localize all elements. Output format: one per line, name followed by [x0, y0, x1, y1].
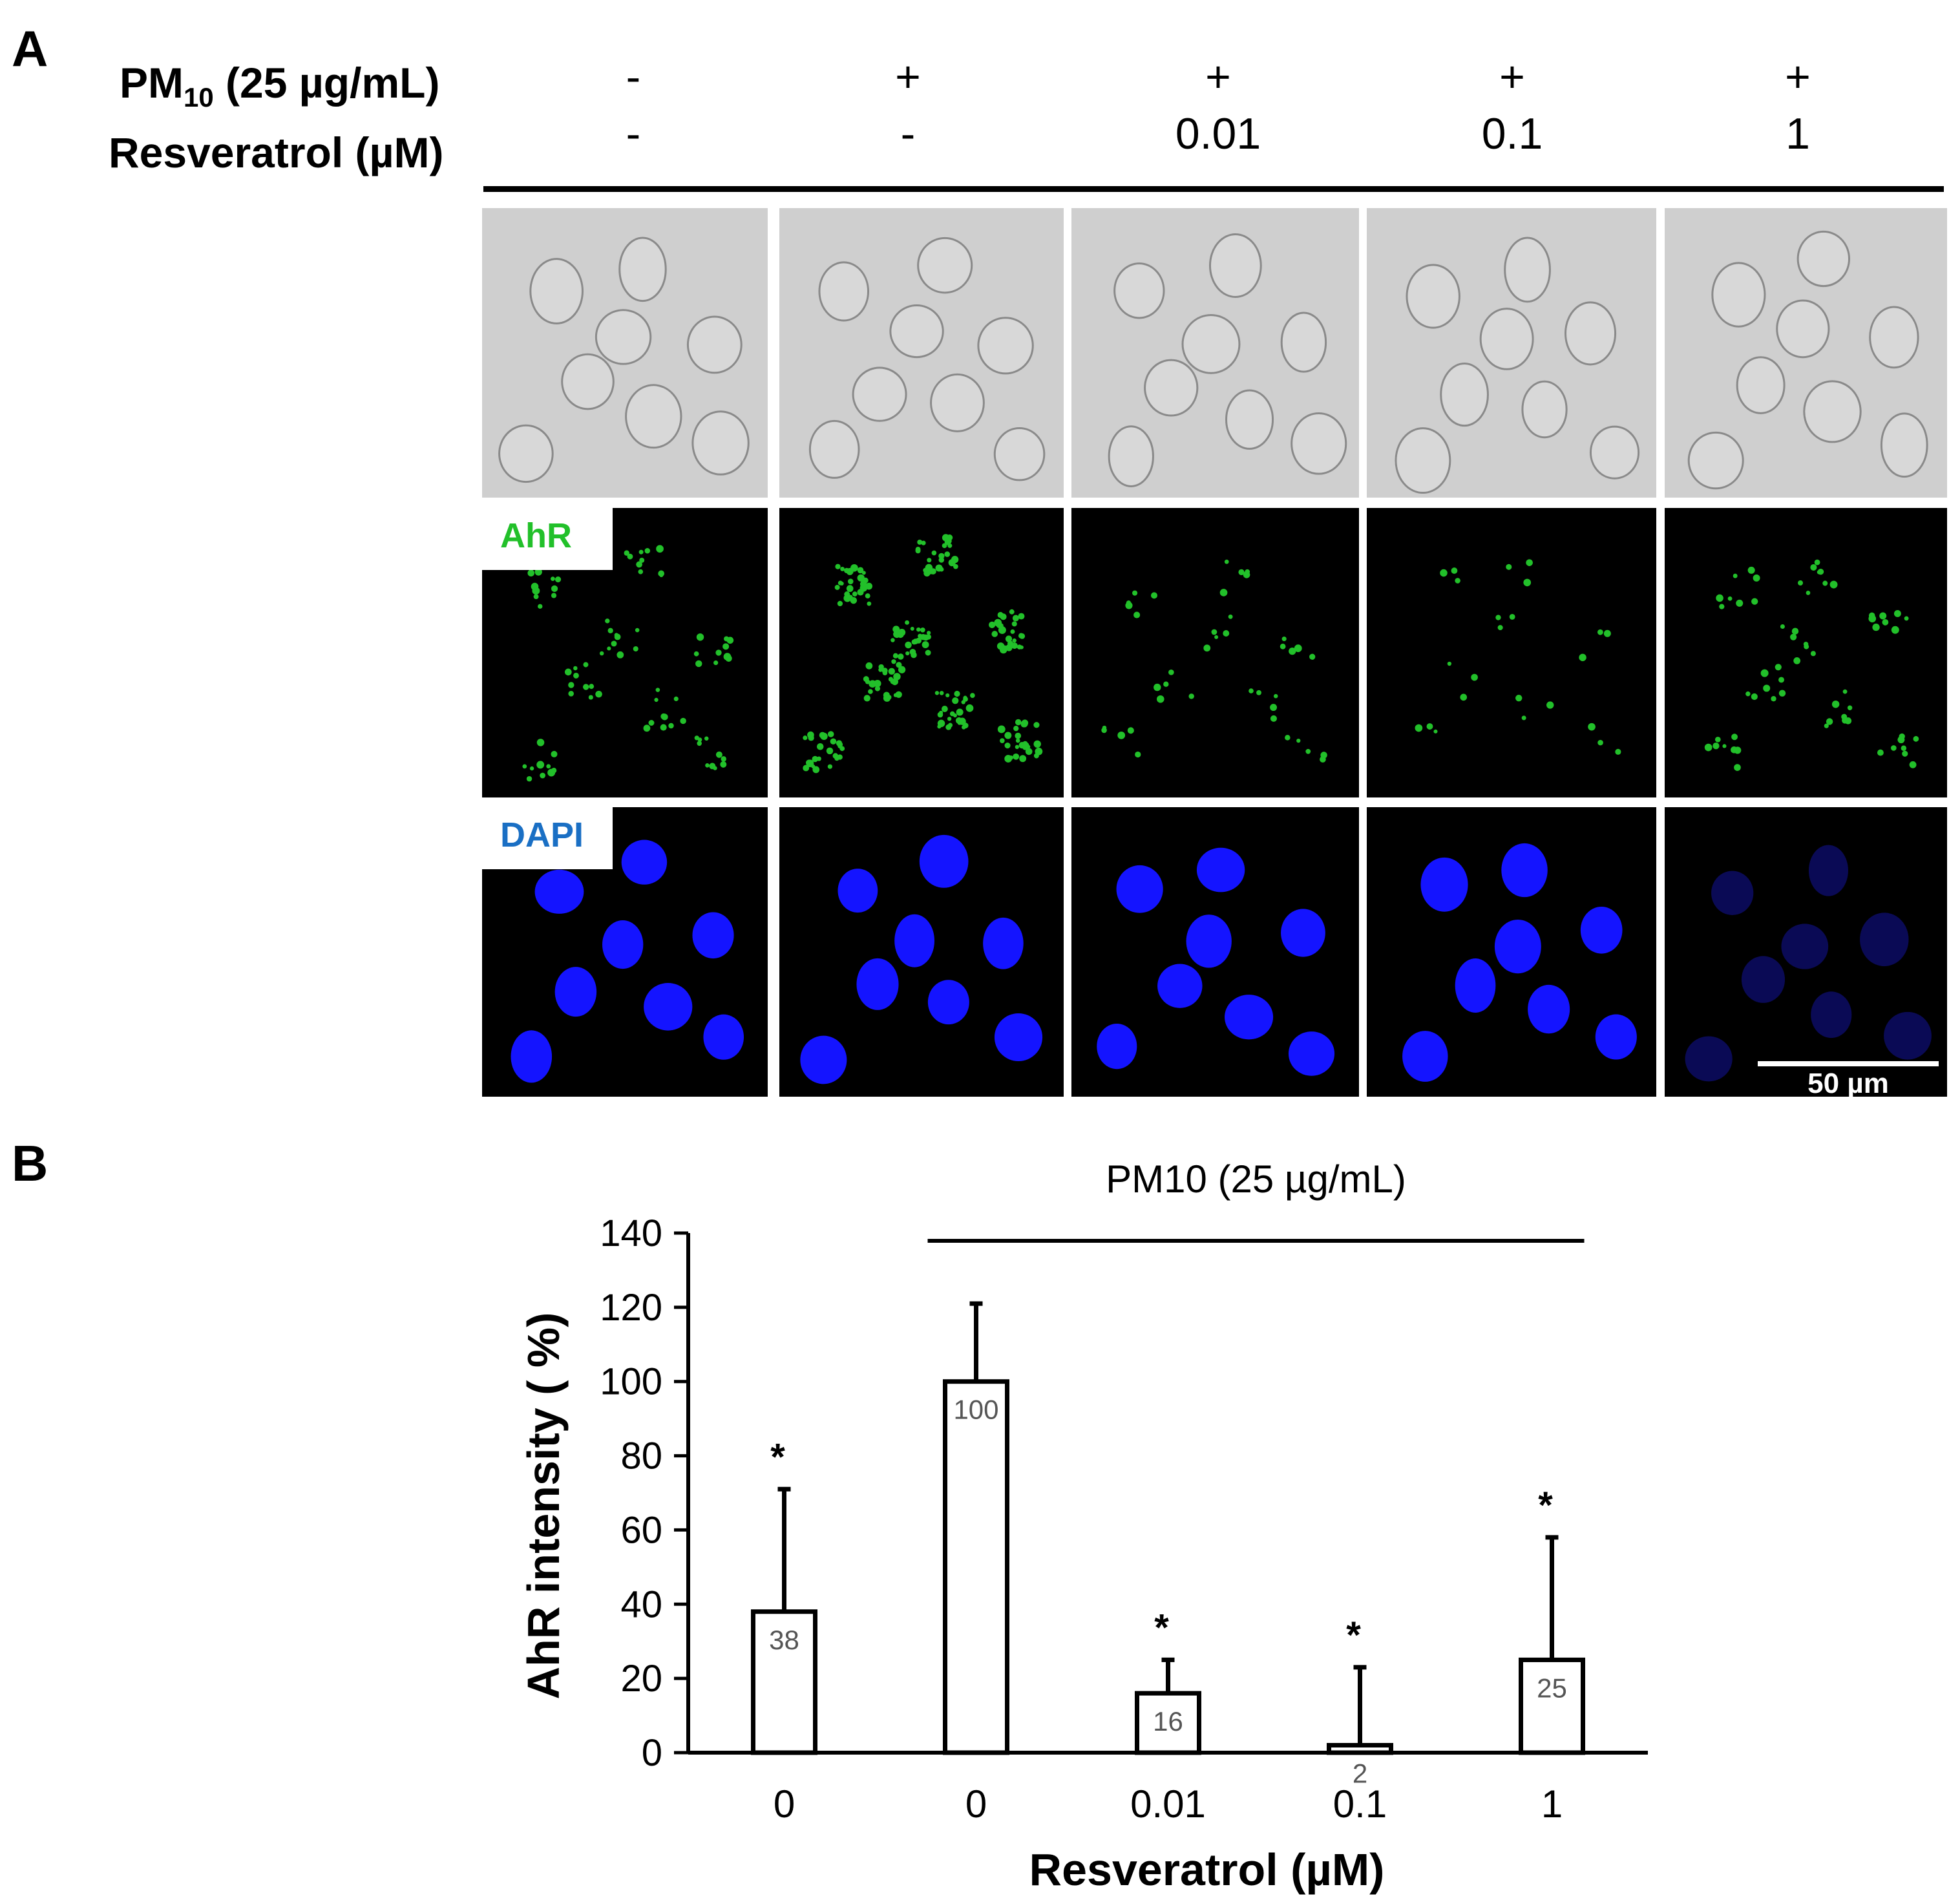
- significance-marker: *: [1538, 1484, 1553, 1526]
- resveratrol-value-col-5: 1: [1786, 109, 1810, 158]
- x-tick-label: 0: [774, 1782, 795, 1826]
- resveratrol-value-col-1: -: [626, 109, 641, 158]
- bar-data-label: 100: [953, 1395, 998, 1425]
- bar-data-label: 38: [769, 1625, 799, 1655]
- pm10-label-subscript: 10: [184, 82, 214, 113]
- brightfield-micrograph-col-3: [1071, 208, 1359, 498]
- resveratrol-value-col-3: 0.01: [1175, 109, 1261, 158]
- x-tick-label: 0: [965, 1782, 987, 1826]
- ahr-row-label-text: AhR: [500, 516, 572, 555]
- pm10-label-text: PM: [120, 59, 184, 107]
- bar: [751, 1609, 817, 1755]
- bar: [943, 1379, 1009, 1755]
- resveratrol-condition-label: Resveratrol (µM): [109, 129, 444, 176]
- brightfield-micrograph-col-4: [1367, 208, 1656, 498]
- dapi-micrograph-col-5: [1665, 807, 1947, 1097]
- dapi-micrograph-col-1: [482, 807, 768, 1097]
- brightfield-micrograph-col-1: [482, 208, 768, 498]
- x-tick-label: 0.01: [1130, 1782, 1206, 1826]
- resveratrol-value-col-2: -: [900, 109, 916, 158]
- x-axis-label: Resveratrol (µM): [1029, 1844, 1385, 1895]
- y-tick-label: 80: [620, 1435, 662, 1477]
- significance-marker: *: [770, 1436, 785, 1478]
- y-axis-label: AhR intensity ( %): [518, 1313, 569, 1700]
- panel-b-letter: B: [12, 1135, 48, 1192]
- chart-bars: [751, 1301, 1585, 1755]
- group-label: PM10 (25 µg/mL): [1106, 1157, 1406, 1201]
- significance-marker: *: [1154, 1607, 1169, 1649]
- pm10-condition-label: PM10 (25 µg/mL): [120, 58, 439, 113]
- y-tick-label: 40: [620, 1583, 662, 1625]
- y-tick-label: 120: [600, 1287, 662, 1329]
- significance-marker: *: [1346, 1614, 1361, 1656]
- y-tick-label: 100: [600, 1361, 662, 1403]
- ahr-micrograph-col-1: [482, 508, 768, 797]
- ahr-micrograph-col-4: [1367, 508, 1656, 797]
- bar: [1519, 1657, 1585, 1755]
- resveratrol-value-col-4: 0.1: [1481, 109, 1543, 158]
- pm10-value-col-2: +: [895, 52, 921, 101]
- scale-bar-label: 50 µm: [1807, 1068, 1889, 1099]
- dapi-micrograph-col-3: [1071, 807, 1359, 1097]
- pm10-value-col-5: +: [1785, 52, 1811, 101]
- dapi-micrograph-col-4: [1367, 807, 1656, 1097]
- ahr-micrograph-col-2: [779, 508, 1064, 797]
- bar: [1135, 1691, 1201, 1755]
- bar-data-label: 25: [1537, 1673, 1567, 1703]
- brightfield-micrograph-col-2: [779, 208, 1064, 498]
- y-tick-label: 0: [642, 1732, 662, 1774]
- bar: [1327, 1743, 1393, 1755]
- y-tick-label: 60: [620, 1509, 662, 1551]
- chart-axes: [674, 1231, 1648, 1755]
- brightfield-micrograph-col-5: [1665, 208, 1947, 498]
- bar-data-label: 2: [1353, 1758, 1367, 1789]
- x-tick-label: 0.1: [1333, 1782, 1387, 1826]
- x-tick-label: 1: [1541, 1782, 1563, 1826]
- panel-a-letter: A: [12, 20, 48, 77]
- pm10-value-col-3: +: [1205, 52, 1231, 101]
- scale-bar: [1758, 1061, 1939, 1066]
- y-tick-label: 140: [600, 1212, 662, 1254]
- bar-data-label: 16: [1153, 1706, 1183, 1736]
- ahr-micrograph-col-5: [1665, 508, 1947, 797]
- header-divider-line: [483, 186, 1944, 192]
- dapi-row-label: DAPI: [482, 807, 613, 869]
- pm10-label-rest: (25 µg/mL): [213, 59, 440, 107]
- y-tick-label: 20: [620, 1658, 662, 1700]
- pm10-value-col-1: -: [626, 52, 641, 101]
- ahr-row-label: AhR: [482, 508, 613, 570]
- dapi-micrograph-col-2: [779, 807, 1064, 1097]
- ahr-micrograph-col-3: [1071, 508, 1359, 797]
- pm10-value-col-4: +: [1499, 52, 1525, 101]
- dapi-row-label-text: DAPI: [500, 816, 584, 854]
